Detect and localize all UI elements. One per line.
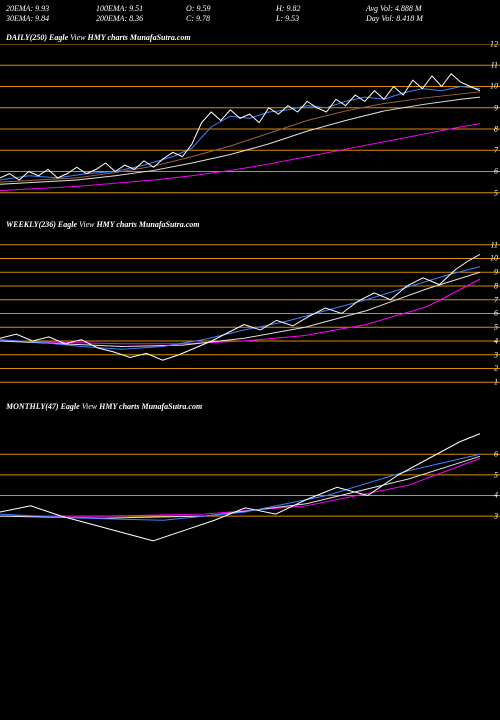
- chart-area-1: 1 2 3 4 5 6 7 8 9 10 11: [0, 231, 500, 396]
- y-tick-label: 5: [494, 188, 498, 197]
- chart-svg-1: [0, 231, 500, 396]
- y-tick-label: 1: [494, 378, 498, 387]
- y-tick-label: 5: [494, 470, 498, 479]
- series-ma-long: [0, 279, 480, 344]
- chart-title-2: MONTHLY(47) Eagle View HMY charts Munafa…: [0, 396, 500, 413]
- y-tick-label: 11: [491, 240, 498, 249]
- chart-title-1: WEEKLY(236) Eagle View HMY charts Munafa…: [0, 214, 500, 231]
- series-ma-long: [0, 458, 480, 516]
- ema100-label: 100EMA: 9.51: [96, 4, 186, 14]
- close-label: C: 9.78: [186, 14, 276, 24]
- y-tick-label: 7: [494, 146, 498, 155]
- series-ma-mid: [0, 456, 480, 518]
- stats-row-2: 30EMA: 9.84 200EMA: 8.36 C: 9.78 L: 9.53…: [6, 14, 494, 24]
- dayvol-label: Day Vol: 8.418 M: [366, 14, 476, 24]
- chart-title-0: DAILY(250) Eagle View HMY charts MunafaS…: [0, 27, 500, 44]
- y-tick-label: 11: [491, 61, 498, 70]
- ema200-label: 200EMA: 8.36: [96, 14, 186, 24]
- y-tick-label: 10: [490, 82, 498, 91]
- y-tick-label: 4: [494, 336, 498, 345]
- y-tick-label: 5: [494, 323, 498, 332]
- chart-svg-0: [0, 44, 500, 214]
- series-ma-short: [0, 267, 480, 350]
- y-tick-label: 2: [494, 364, 498, 373]
- y-tick-label: 7: [494, 295, 498, 304]
- series-price: [0, 433, 480, 540]
- y-tick-label: 8: [494, 281, 498, 290]
- ema20-label: 20EMA: 9.93: [6, 4, 96, 14]
- chart-area-0: 56789101112: [0, 44, 500, 214]
- avgvol-label: Avg Vol: 4.888 M: [366, 4, 476, 14]
- y-tick-label: 6: [494, 309, 498, 318]
- y-tick-label: 3: [494, 350, 498, 359]
- y-tick-label: 3: [494, 511, 498, 520]
- stats-row-1: 20EMA: 9.93 100EMA: 9.51 O: 9.59 H: 9.82…: [6, 4, 494, 14]
- chart-area-2: 3 4 5 6: [0, 413, 500, 578]
- y-tick-label: 9: [494, 103, 498, 112]
- charts-container: DAILY(250) Eagle View HMY charts MunafaS…: [0, 27, 500, 578]
- y-tick-label: 8: [494, 124, 498, 133]
- stats-header: 20EMA: 9.93 100EMA: 9.51 O: 9.59 H: 9.82…: [0, 0, 500, 27]
- y-tick-label: 9: [494, 268, 498, 277]
- high-label: H: 9.82: [276, 4, 366, 14]
- chart-svg-2: [0, 413, 500, 578]
- y-tick-label: 6: [494, 450, 498, 459]
- open-label: O: 9.59: [186, 4, 276, 14]
- y-tick-label: 10: [490, 254, 498, 263]
- low-label: L: 9.53: [276, 14, 366, 24]
- y-tick-label: 4: [494, 491, 498, 500]
- series-ma-mid: [0, 272, 480, 346]
- series-price: [0, 74, 480, 180]
- y-tick-label: 6: [494, 167, 498, 176]
- y-tick-label: 12: [490, 39, 498, 48]
- ema30-label: 30EMA: 9.84: [6, 14, 96, 24]
